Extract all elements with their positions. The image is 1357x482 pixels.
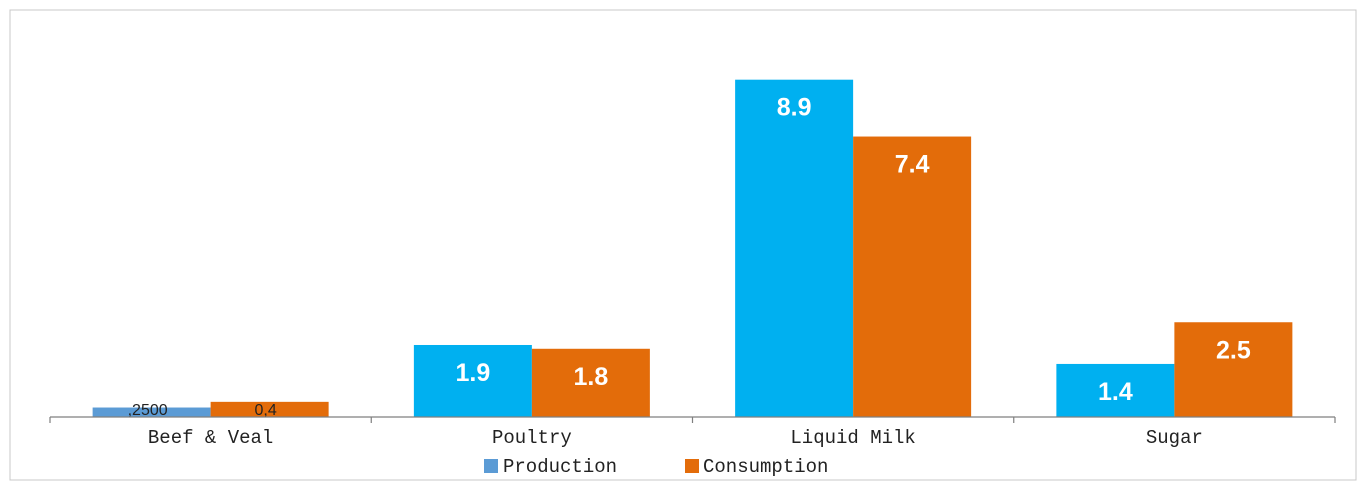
data-label-production-sugar: 1.4	[1098, 378, 1133, 406]
bar-production-sugar	[1056, 363, 1175, 417]
category-label-liquid-milk: Liquid Milk	[790, 427, 915, 449]
bar-consumption-beef-veal	[210, 401, 329, 417]
x-axis-labels: Beef & Veal Poultry Liquid Milk Sugar	[148, 427, 1203, 449]
bar-production-liquid-milk	[735, 79, 854, 417]
data-label-production-beef-veal: ,2500	[128, 402, 168, 419]
legend-label-production: Production	[503, 456, 617, 478]
data-label-consumption-liquid-milk: 7.4	[895, 151, 930, 179]
bar-production-poultry	[413, 344, 532, 417]
legend: Production Consumption	[484, 456, 828, 478]
data-label-consumption-poultry: 1.8	[573, 363, 608, 391]
bar-consumption-sugar	[1174, 322, 1293, 417]
category-label-beef-veal: Beef & Veal	[148, 427, 273, 449]
data-label-production-liquid-milk: 8.9	[777, 94, 812, 122]
data-label-consumption-beef-veal: 0,4	[255, 402, 277, 419]
value-labels-layer: ,2500 0,4 1.9 1.8 8.9 7.4 1.4 2.5	[128, 94, 1251, 419]
bar-consumption-poultry	[531, 348, 650, 417]
chart-frame	[9, 9, 1357, 481]
bars-layer	[92, 79, 1293, 418]
bar-production-beef-veal	[92, 407, 211, 417]
category-label-poultry: Poultry	[492, 427, 572, 449]
data-label-production-poultry: 1.9	[455, 359, 490, 387]
data-label-consumption-sugar: 2.5	[1216, 336, 1251, 364]
category-label-sugar: Sugar	[1146, 427, 1203, 449]
x-axis-ticks	[49, 417, 1336, 423]
legend-swatch-consumption	[685, 459, 699, 473]
bar-consumption-liquid-milk	[853, 136, 972, 418]
legend-label-consumption: Consumption	[703, 456, 828, 478]
legend-swatch-production	[484, 459, 498, 473]
